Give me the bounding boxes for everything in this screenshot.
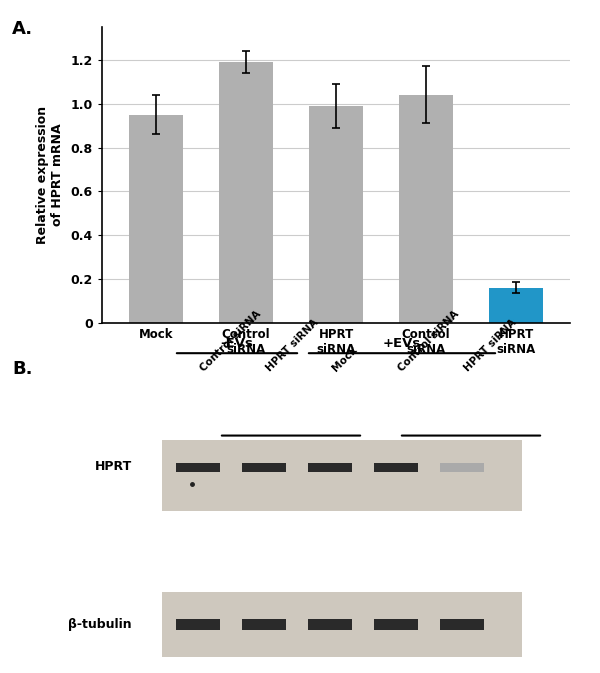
Text: -EVs: -EVs (221, 337, 253, 350)
FancyBboxPatch shape (440, 619, 484, 630)
Bar (399, 95, 453, 323)
Text: -EVs: -EVs (275, 462, 307, 475)
Text: A.: A. (12, 20, 33, 38)
FancyBboxPatch shape (176, 619, 220, 630)
FancyBboxPatch shape (374, 619, 418, 630)
Bar (219, 62, 273, 323)
FancyBboxPatch shape (440, 463, 484, 472)
Text: HPRT siRNA: HPRT siRNA (462, 317, 518, 374)
FancyBboxPatch shape (308, 619, 352, 630)
FancyBboxPatch shape (162, 592, 522, 657)
Text: HPRT siRNA: HPRT siRNA (264, 317, 320, 374)
FancyBboxPatch shape (374, 463, 418, 472)
FancyBboxPatch shape (162, 440, 522, 511)
FancyBboxPatch shape (242, 619, 286, 630)
Text: Control siRNA: Control siRNA (198, 309, 263, 374)
FancyBboxPatch shape (308, 463, 352, 472)
FancyBboxPatch shape (242, 463, 286, 472)
Text: HPRT: HPRT (95, 460, 132, 472)
Bar (129, 114, 183, 323)
FancyBboxPatch shape (176, 463, 220, 472)
Text: B.: B. (12, 359, 32, 378)
Bar (309, 106, 363, 323)
Y-axis label: Relative expression
of HPRT mRNA: Relative expression of HPRT mRNA (36, 106, 64, 244)
Text: Control siRNA: Control siRNA (396, 309, 461, 374)
Bar (489, 288, 543, 323)
Text: +EVs: +EVs (383, 337, 421, 350)
Text: β-tubulin: β-tubulin (68, 618, 132, 631)
Text: Mock: Mock (330, 345, 359, 374)
Text: +EVs: +EVs (452, 462, 490, 475)
